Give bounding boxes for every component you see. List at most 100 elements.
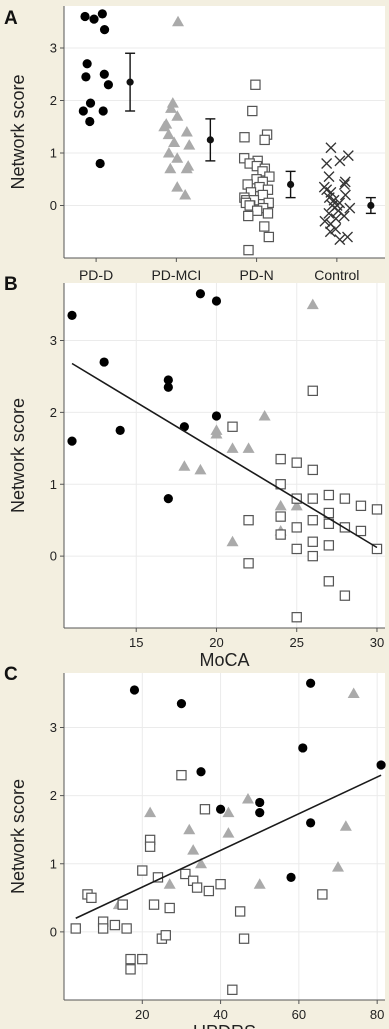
- data-point: [144, 841, 156, 852]
- y-tick-label: 3: [50, 41, 57, 56]
- data-point: [342, 150, 354, 162]
- panel-a-chart: 0 1 2 3 PD-D PD-MCI PD-N Control Network score: [8, 6, 385, 283]
- data-point: [238, 153, 250, 164]
- data-point: [339, 189, 351, 201]
- x-tick-label: 30: [370, 635, 384, 650]
- data-point: [129, 685, 140, 695]
- data-point: [183, 139, 196, 150]
- data-point: [241, 793, 254, 804]
- data-point: [67, 310, 77, 320]
- data-point: [262, 208, 274, 219]
- data-point: [355, 525, 367, 537]
- panel-letter-a: A: [4, 8, 18, 29]
- data-point: [338, 210, 350, 222]
- data-point: [339, 590, 351, 601]
- data-point: [339, 493, 351, 504]
- data-point: [244, 200, 255, 211]
- data-point: [274, 499, 287, 511]
- data-point: [342, 231, 353, 243]
- data-point: [239, 132, 250, 143]
- data-point: [355, 500, 367, 512]
- data-point: [264, 171, 275, 182]
- y-tick-label: 0: [50, 549, 57, 564]
- data-point: [275, 529, 286, 540]
- data-point: [180, 162, 193, 174]
- data-point: [137, 953, 148, 965]
- data-point: [243, 244, 254, 256]
- data-point: [298, 743, 308, 753]
- data-point: [67, 436, 77, 446]
- y-tick-label: 1: [50, 146, 57, 161]
- data-point: [99, 69, 109, 79]
- data-point: [211, 296, 222, 306]
- data-point: [85, 116, 95, 127]
- x-tick-label: PD-MCI: [151, 267, 201, 283]
- data-point: [317, 889, 328, 900]
- data-point: [194, 463, 207, 475]
- data-point: [99, 25, 110, 35]
- data-point: [85, 98, 96, 108]
- data-point: [323, 207, 335, 219]
- mean-point: [287, 180, 295, 189]
- data-point: [247, 105, 258, 117]
- y-tick-label: 1: [50, 477, 57, 492]
- data-point: [176, 769, 187, 781]
- data-point: [180, 126, 193, 137]
- data-point: [275, 511, 286, 522]
- mean-point: [367, 201, 375, 210]
- data-point: [307, 514, 318, 526]
- data-point: [203, 885, 215, 897]
- data-point: [163, 878, 176, 889]
- data-point: [148, 899, 160, 910]
- data-point: [95, 158, 105, 169]
- data-point: [291, 522, 302, 533]
- data-point: [117, 899, 128, 910]
- data-point: [324, 226, 336, 238]
- y-tick-label: 1: [50, 856, 57, 871]
- panel-letter-c: C: [4, 664, 18, 685]
- x-tick-label: 25: [289, 635, 303, 650]
- data-point: [171, 181, 184, 192]
- data-point: [210, 427, 223, 439]
- data-point: [323, 489, 335, 501]
- data-point: [242, 442, 255, 453]
- data-point: [290, 499, 303, 511]
- x-tick-label: 20: [209, 635, 223, 650]
- data-point: [144, 806, 157, 818]
- y-tick-label: 0: [50, 924, 57, 939]
- data-point: [321, 158, 333, 169]
- x-tick-label: 20: [135, 1007, 149, 1022]
- y-tick-label: 2: [50, 93, 57, 108]
- panel-b-chart: 0 1 2 3 15 20 25 30 Network score MoCA: [8, 283, 385, 670]
- y-tick-label: 2: [50, 788, 57, 803]
- data-point: [121, 923, 132, 934]
- data-point: [325, 142, 337, 154]
- data-point: [263, 231, 275, 243]
- data-point: [227, 984, 238, 995]
- data-point: [255, 797, 265, 808]
- mean-point: [206, 136, 214, 144]
- data-point: [323, 540, 335, 551]
- data-point: [243, 558, 254, 569]
- data-point: [97, 923, 109, 934]
- data-point: [172, 15, 185, 27]
- data-point: [222, 827, 235, 838]
- data-point: [78, 106, 88, 116]
- x-tick-label: Control: [314, 267, 359, 283]
- data-point: [257, 189, 269, 201]
- data-point: [70, 923, 81, 934]
- data-point: [165, 102, 178, 113]
- data-point: [291, 612, 302, 623]
- data-point: [125, 964, 136, 975]
- data-point: [376, 760, 386, 770]
- data-point: [334, 234, 346, 246]
- data-point: [89, 14, 99, 24]
- panel-c-chart: 0 1 2 3 20 40 60 80 Network score UPDRS: [8, 673, 386, 1029]
- data-point: [257, 166, 268, 177]
- data-point: [319, 215, 331, 227]
- data-point: [183, 823, 196, 835]
- data-point: [176, 699, 187, 709]
- data-point: [211, 411, 222, 421]
- data-point: [115, 425, 125, 435]
- data-point: [226, 535, 239, 547]
